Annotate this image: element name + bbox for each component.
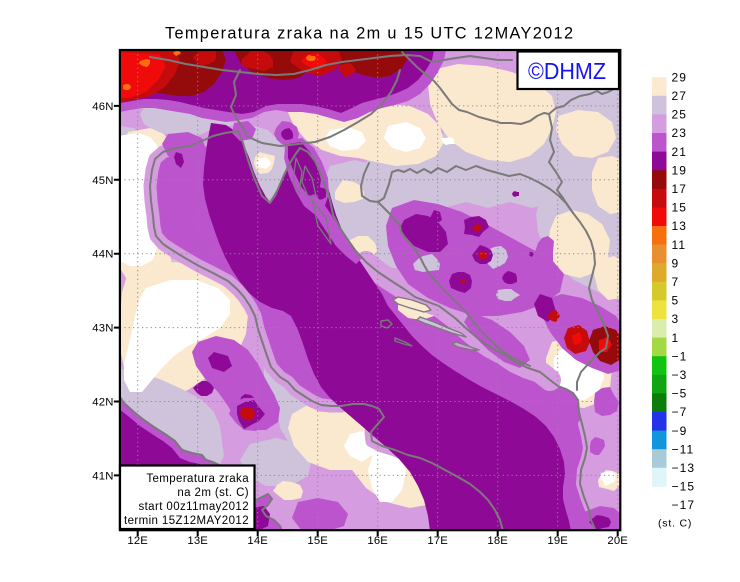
svg-text:46N: 46N bbox=[92, 101, 113, 113]
svg-text:13E: 13E bbox=[187, 535, 208, 547]
svg-text:(st. C): (st. C) bbox=[658, 518, 692, 530]
svg-text:termin 15Z12MAY2012: termin 15Z12MAY2012 bbox=[124, 515, 249, 527]
svg-text:21: 21 bbox=[672, 145, 688, 159]
svg-text:©DHMZ: ©DHMZ bbox=[528, 58, 606, 84]
svg-text:15E: 15E bbox=[307, 535, 328, 547]
svg-text:44N: 44N bbox=[92, 249, 113, 261]
svg-text:−17: −17 bbox=[672, 498, 696, 512]
svg-text:23: 23 bbox=[672, 126, 688, 140]
svg-text:Temperatura zraka na 2m u 15 U: Temperatura zraka na 2m u 15 UTC 12MAY20… bbox=[165, 25, 573, 43]
svg-text:25: 25 bbox=[672, 108, 688, 122]
svg-text:1: 1 bbox=[672, 331, 680, 345]
svg-text:na 2m (st. C): na 2m (st. C) bbox=[177, 487, 249, 499]
svg-text:19E: 19E bbox=[547, 535, 568, 547]
svg-text:start 00z11may2012: start 00z11may2012 bbox=[138, 501, 249, 513]
svg-text:17: 17 bbox=[672, 182, 688, 196]
svg-text:20E: 20E bbox=[607, 535, 628, 547]
svg-text:−3: −3 bbox=[672, 368, 688, 382]
svg-text:−1: −1 bbox=[672, 349, 688, 363]
svg-text:41N: 41N bbox=[92, 470, 113, 482]
svg-text:11: 11 bbox=[672, 238, 687, 252]
svg-text:12E: 12E bbox=[127, 535, 148, 547]
svg-text:−9: −9 bbox=[672, 424, 688, 438]
svg-text:29: 29 bbox=[672, 70, 688, 84]
svg-text:45N: 45N bbox=[92, 175, 113, 187]
svg-text:−7: −7 bbox=[672, 405, 688, 419]
svg-text:−15: −15 bbox=[672, 480, 696, 494]
svg-text:18E: 18E bbox=[487, 535, 508, 547]
svg-text:15: 15 bbox=[672, 201, 688, 215]
svg-text:13: 13 bbox=[672, 219, 688, 233]
svg-text:−5: −5 bbox=[672, 387, 688, 401]
svg-text:16E: 16E bbox=[367, 535, 388, 547]
svg-text:42N: 42N bbox=[92, 397, 113, 409]
svg-text:5: 5 bbox=[672, 294, 680, 308]
svg-text:17E: 17E bbox=[427, 535, 448, 547]
svg-text:14E: 14E bbox=[247, 535, 268, 547]
svg-text:3: 3 bbox=[672, 312, 680, 326]
svg-text:−11: −11 bbox=[672, 442, 695, 456]
svg-text:9: 9 bbox=[672, 256, 680, 270]
svg-text:7: 7 bbox=[672, 275, 680, 289]
svg-text:−13: −13 bbox=[672, 461, 696, 475]
svg-text:Temperatura zraka: Temperatura zraka bbox=[146, 473, 249, 485]
svg-text:43N: 43N bbox=[92, 323, 113, 335]
svg-text:27: 27 bbox=[672, 89, 688, 103]
svg-text:19: 19 bbox=[672, 163, 688, 177]
